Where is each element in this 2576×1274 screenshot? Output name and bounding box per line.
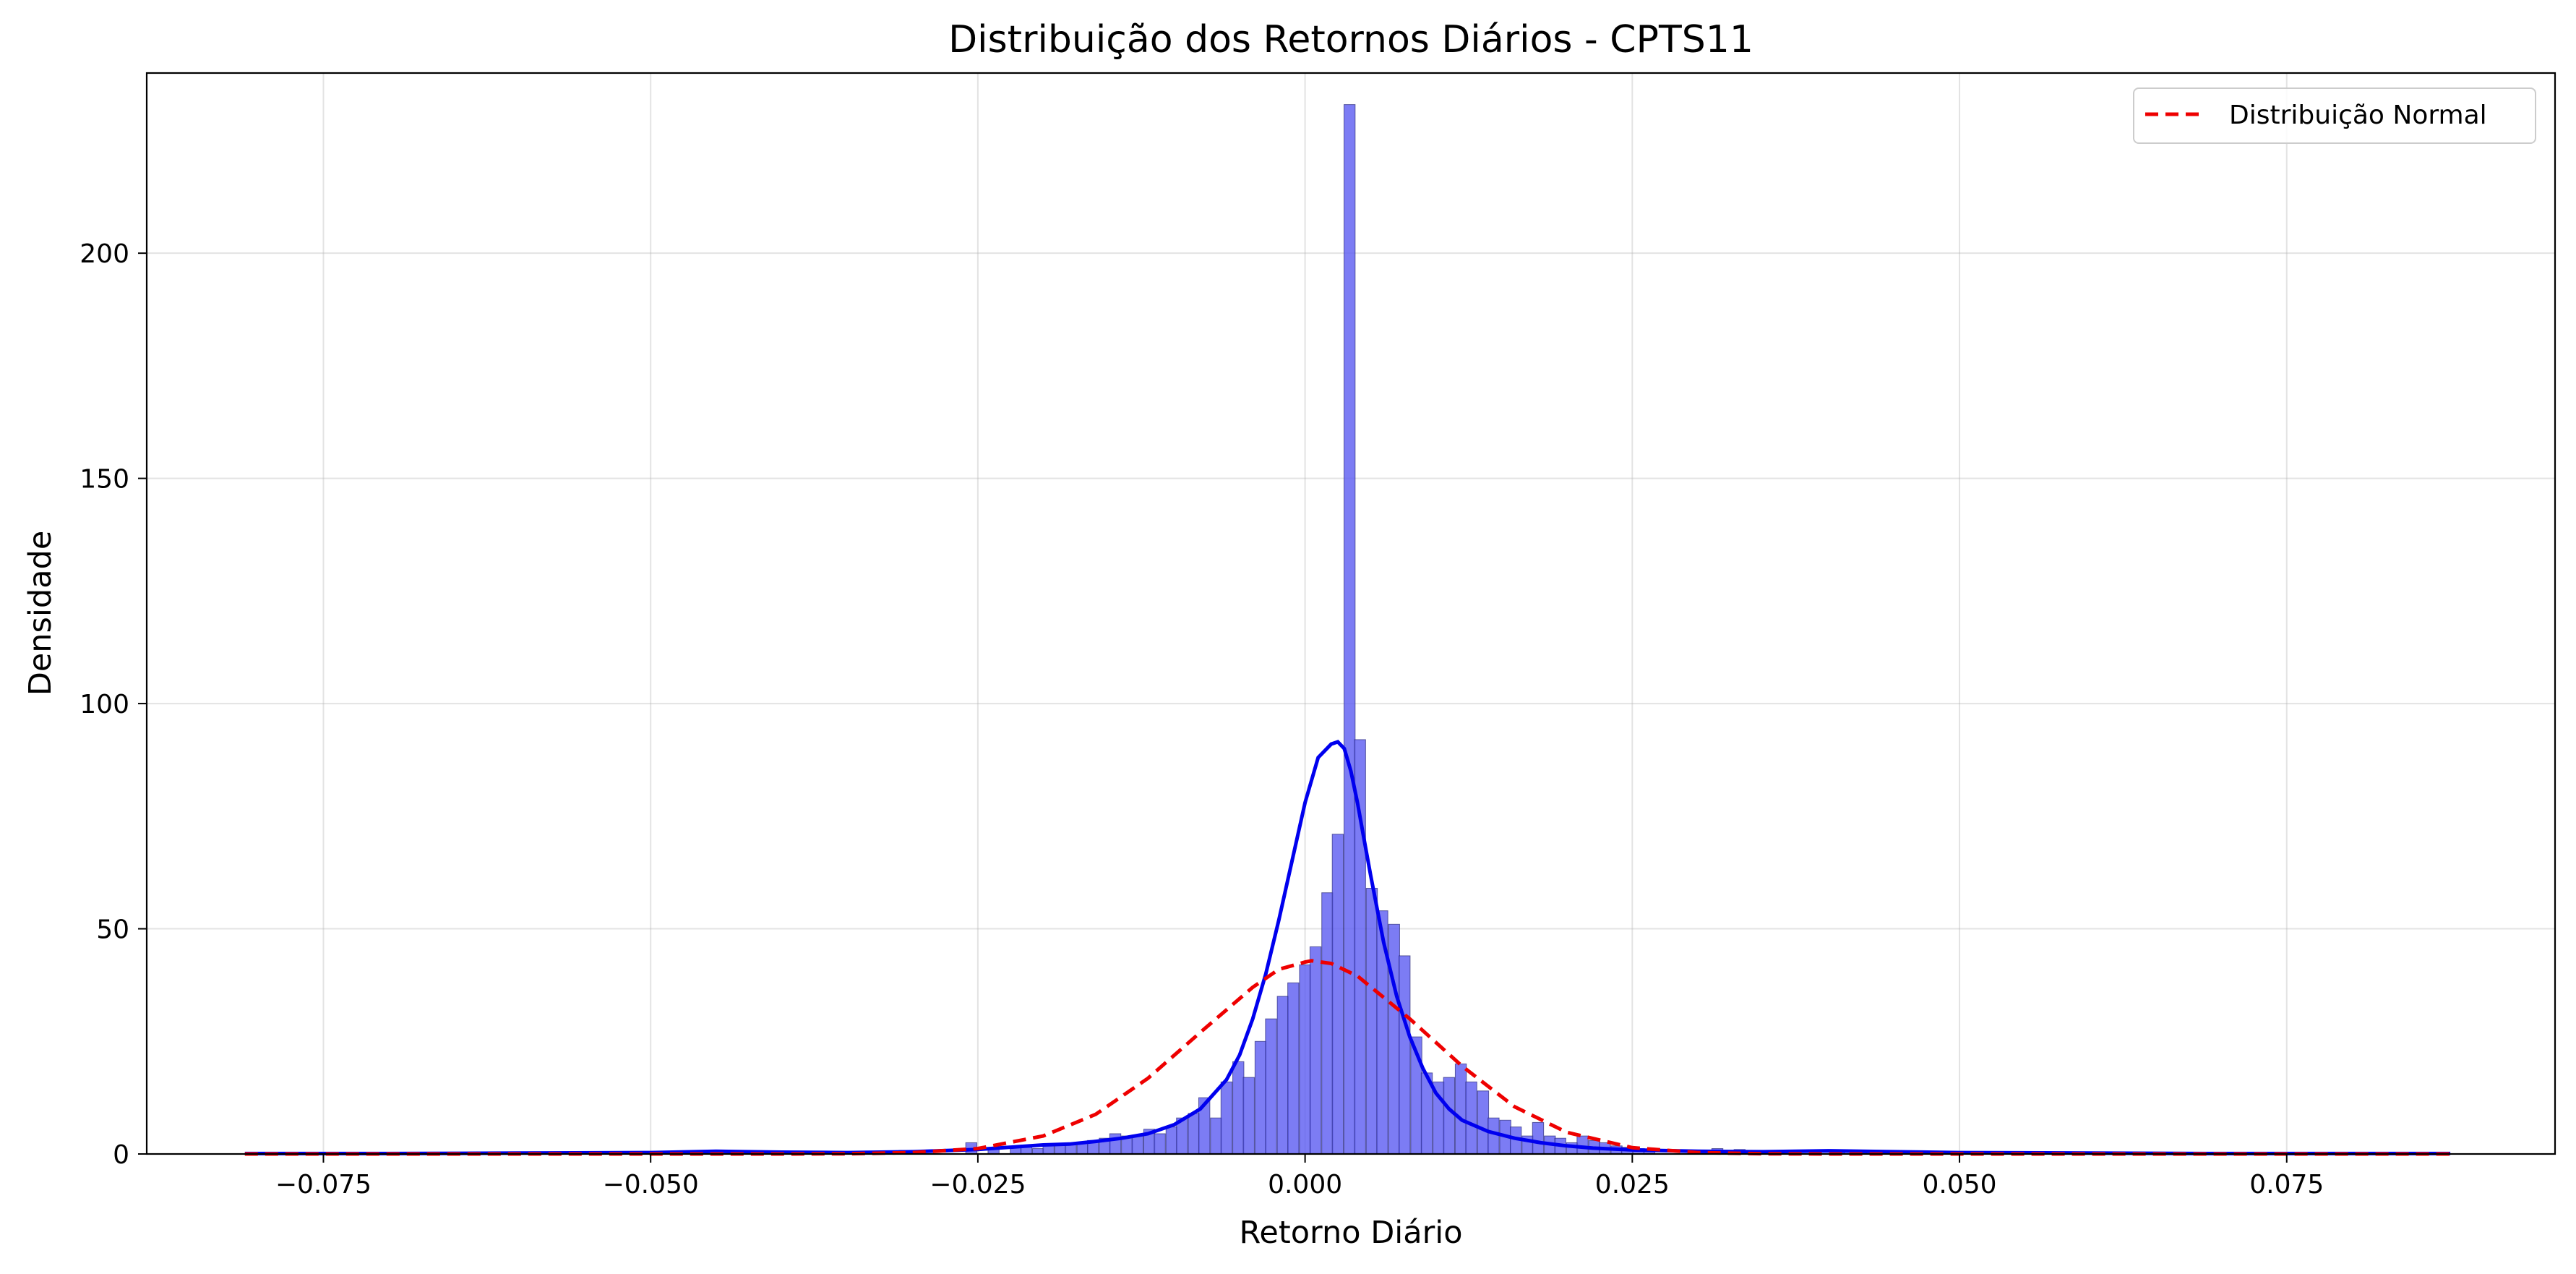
histogram-bar xyxy=(1331,834,1344,1155)
histogram-bar xyxy=(1154,1133,1166,1155)
histogram-bar xyxy=(1265,1018,1277,1155)
x-tick-label: −0.025 xyxy=(929,1170,1026,1200)
x-tick-label: 0.000 xyxy=(1268,1170,1342,1200)
curves xyxy=(244,740,2451,1156)
y-tick-label: 200 xyxy=(80,239,129,269)
histogram-bar xyxy=(1210,1117,1222,1155)
histogram-bar xyxy=(1443,1077,1456,1155)
histogram-bar xyxy=(1287,982,1300,1155)
histogram-bar xyxy=(1309,946,1322,1155)
histogram-bar xyxy=(1042,1145,1055,1155)
y-axis-label: Densidade xyxy=(22,531,59,696)
histogram-bar xyxy=(1465,1081,1477,1155)
histogram-bar xyxy=(1477,1090,1490,1155)
histogram-bar xyxy=(1299,964,1311,1155)
x-tick-label: 0.025 xyxy=(1595,1170,1670,1200)
histogram-bars xyxy=(898,104,1868,1155)
histogram-bar xyxy=(1065,1145,1077,1155)
y-tick-label: 150 xyxy=(80,465,129,495)
histogram-bar xyxy=(1343,104,1356,1155)
y-tick-label: 0 xyxy=(113,1140,129,1170)
legend-label-normal: Distribuição Normal xyxy=(2229,101,2487,130)
plot-frame xyxy=(145,72,2556,1155)
x-axis-ticks: −0.075 −0.050 −0.025 0.000 0.025 0.050 0.075 xyxy=(275,1154,2324,1200)
chart-title: Distribuição dos Retornos Diários - CPTS… xyxy=(948,18,1753,61)
histogram-bar xyxy=(1388,923,1400,1155)
x-tick-label: −0.050 xyxy=(603,1170,699,1200)
x-axis-label: Retorno Diário xyxy=(1239,1215,1462,1251)
histogram-bar xyxy=(1165,1126,1178,1155)
normal-distribution-curve xyxy=(244,959,2451,1156)
histogram-bar xyxy=(1365,887,1378,1155)
histogram-bar xyxy=(1232,1061,1245,1155)
y-tick-label: 100 xyxy=(80,690,129,719)
x-tick-label: −0.075 xyxy=(275,1170,372,1200)
histogram-bar xyxy=(1242,1077,1255,1155)
histogram-bar xyxy=(1276,996,1289,1155)
histogram-bar xyxy=(1576,1135,1589,1155)
histogram-bar xyxy=(1321,892,1334,1155)
kde-curve xyxy=(244,740,2451,1155)
histogram-bar xyxy=(1188,1113,1200,1155)
histogram-bar xyxy=(1032,1148,1044,1155)
y-axis-ticks: 0 50 100 150 200 xyxy=(80,239,147,1170)
histogram-bar xyxy=(1254,1040,1267,1155)
legend: Distribuição Normal xyxy=(2133,87,2536,144)
x-tick-label: 0.075 xyxy=(2249,1170,2324,1200)
y-tick-label: 50 xyxy=(96,915,129,945)
histogram-bar xyxy=(1399,955,1411,1155)
legend-box xyxy=(2133,87,2536,144)
histogram-bar xyxy=(1220,1081,1233,1155)
histogram-bar xyxy=(1454,1063,1467,1155)
x-tick-label: 0.050 xyxy=(1923,1170,1997,1200)
histogram-bar xyxy=(1487,1117,1500,1155)
histogram-bar xyxy=(1532,1121,1545,1155)
